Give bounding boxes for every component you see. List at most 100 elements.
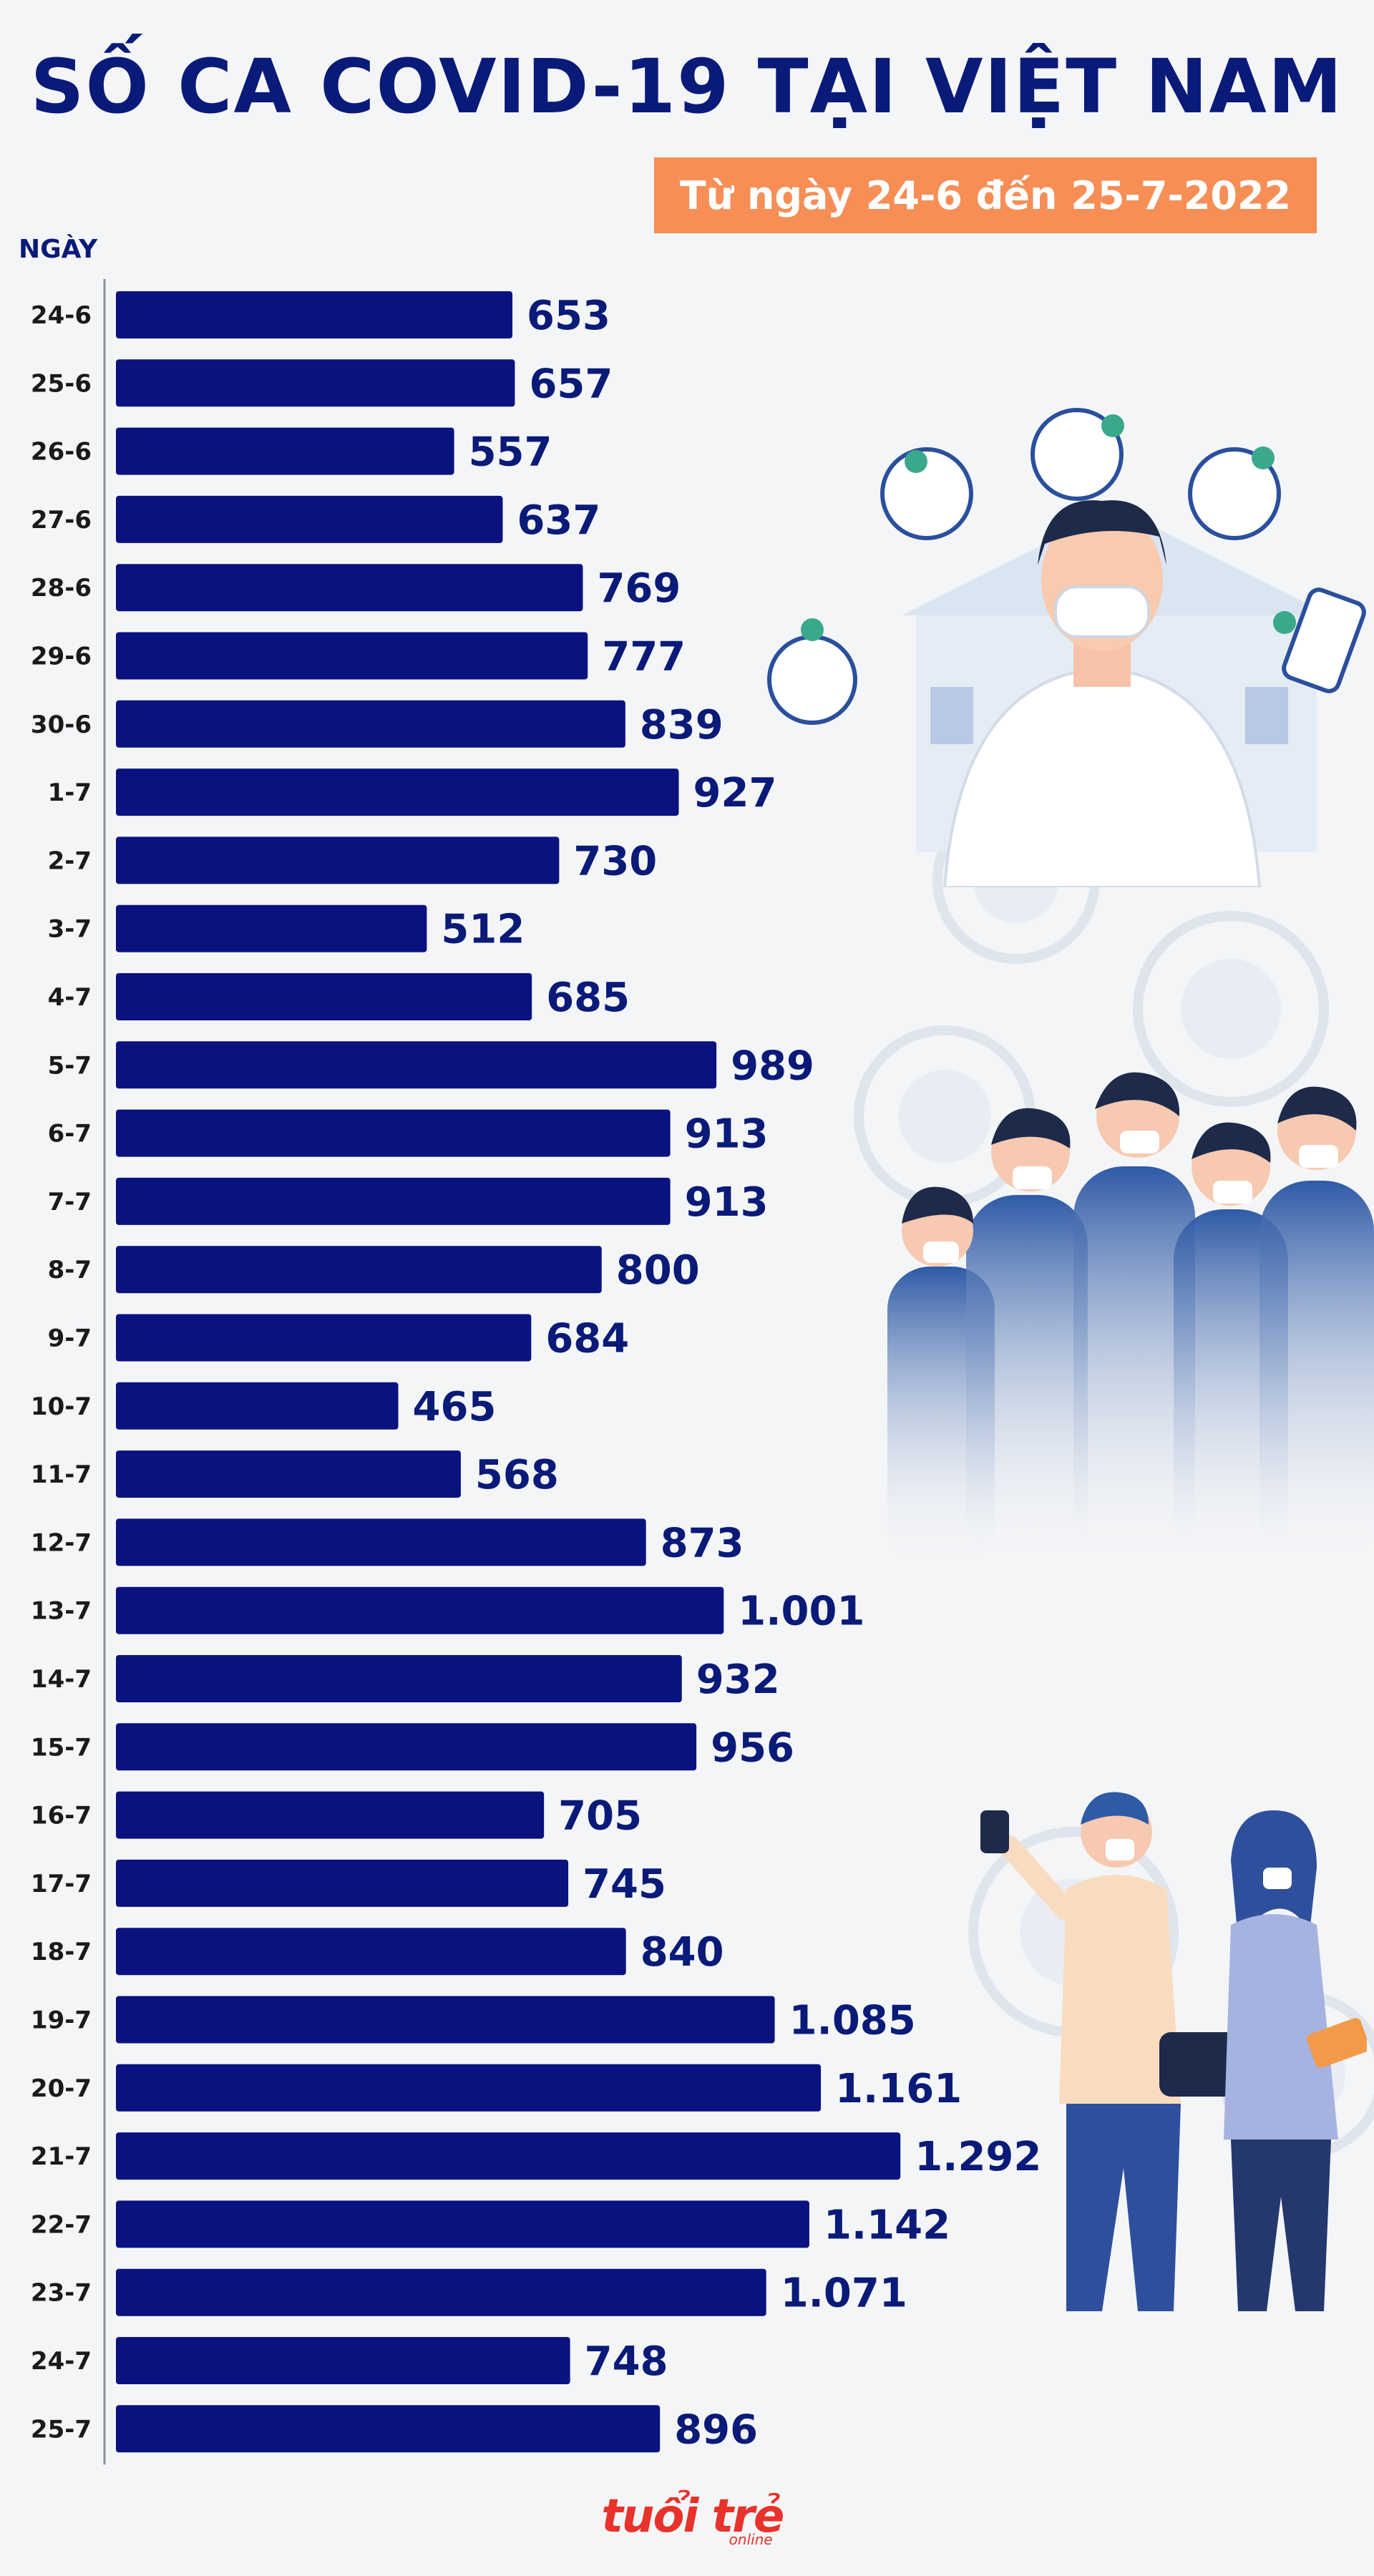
value-label: 932: [696, 1657, 780, 1703]
bar: [116, 1109, 671, 1157]
value-label: 748: [585, 2338, 668, 2385]
category-label: 3-7: [48, 915, 92, 944]
category-label: 27-6: [31, 506, 92, 535]
value-label: 800: [616, 1247, 700, 1294]
bar: [116, 700, 625, 748]
category-label: 25-6: [31, 369, 92, 398]
date-range-subtitle: Từ ngày 24-6 đến 25-7-2022: [654, 157, 1317, 233]
category-label: 4-7: [48, 983, 92, 1012]
value-label: 657: [529, 361, 613, 407]
category-label: 29-6: [31, 643, 92, 671]
category-label: 26-6: [31, 438, 92, 467]
bar: [116, 769, 679, 816]
category-label: 23-7: [31, 2279, 92, 2308]
category-label: 14-7: [31, 1665, 92, 1694]
value-label: 1.142: [824, 2202, 950, 2248]
value-label: 685: [546, 975, 630, 1021]
category-label: 17-7: [31, 1870, 92, 1898]
category-label: 18-7: [31, 1938, 92, 1966]
logo-sub-text: online: [729, 2531, 773, 2548]
doctor-illustration: [767, 408, 1366, 887]
category-label: 11-7: [31, 1460, 92, 1489]
bar: [116, 2064, 822, 2112]
value-label: 840: [640, 1929, 724, 1976]
category-label: 30-6: [31, 711, 92, 739]
value-label: 839: [640, 702, 723, 748]
category-label: 9-7: [48, 1324, 92, 1353]
bar: [116, 2337, 570, 2384]
category-label: 7-7: [48, 1188, 92, 1216]
bar: [116, 1041, 717, 1089]
bar: [116, 1586, 724, 1634]
value-label: 777: [602, 634, 686, 680]
value-label: 769: [597, 565, 681, 612]
y-axis-title: NGÀY: [19, 235, 98, 264]
bar: [116, 836, 560, 884]
category-label: 2-7: [48, 847, 92, 875]
value-label: 1.001: [738, 1589, 864, 1635]
category-label: 15-7: [31, 1733, 92, 1762]
bar: [116, 1518, 646, 1566]
bar: [116, 291, 513, 338]
bar: [116, 564, 583, 612]
crowd-illustration: [887, 1072, 1374, 1567]
value-label: 956: [711, 1724, 794, 1771]
bar: [116, 1246, 602, 1294]
category-label: 8-7: [48, 1256, 92, 1284]
value-label: 637: [517, 497, 600, 544]
bar: [116, 632, 588, 680]
page-title: SỐ CA COVID-19 TẠI VIỆT NAM: [30, 43, 1344, 130]
value-label: 705: [558, 1793, 642, 1840]
bar: [116, 1996, 775, 2044]
value-label: 873: [661, 1520, 744, 1566]
bar: [116, 2132, 901, 2180]
value-label: 989: [731, 1043, 814, 1089]
bar: [116, 2200, 809, 2248]
value-label: 1.161: [835, 2066, 962, 2112]
bar: [116, 1928, 626, 1976]
logo-main-text: tuổi trẻ: [601, 2490, 784, 2543]
category-label: 28-6: [31, 574, 92, 602]
category-label: 16-7: [31, 1802, 92, 1830]
tuoi-tre-logo: tuổi trẻ online: [0, 2490, 1374, 2548]
value-label: 1.292: [915, 2134, 1041, 2180]
category-label: 25-7: [31, 2415, 92, 2444]
value-label: 653: [527, 293, 610, 339]
couple-illustration: [980, 1792, 1367, 2311]
bar: [116, 904, 427, 952]
bar: [116, 1314, 532, 1362]
category-label: 1-7: [48, 779, 92, 807]
bar: [116, 427, 454, 475]
category-label: 10-7: [31, 1392, 92, 1421]
bar: [116, 1450, 461, 1498]
value-label: 745: [583, 1861, 666, 1908]
bar: [116, 359, 515, 407]
bar: [116, 2405, 661, 2453]
value-label: 913: [685, 1179, 769, 1226]
value-label: 684: [545, 1316, 629, 1362]
value-label: 1.071: [781, 2270, 907, 2317]
category-label: 21-7: [31, 2142, 92, 2171]
bar: [116, 1655, 682, 1702]
bar: [116, 2268, 766, 2316]
value-label: 896: [674, 2406, 758, 2453]
category-label: 19-7: [31, 2006, 92, 2035]
bar: [116, 1791, 545, 1839]
value-label: 1.085: [789, 1998, 916, 2044]
category-label: 6-7: [48, 1120, 92, 1148]
category-label: 5-7: [48, 1051, 92, 1080]
value-label: 730: [573, 838, 657, 884]
value-label: 465: [413, 1384, 497, 1430]
bar: [116, 973, 532, 1020]
category-label: 13-7: [31, 1597, 92, 1626]
bar: [116, 1859, 569, 1907]
value-label: 927: [693, 770, 777, 816]
value-label: 512: [441, 907, 525, 953]
value-label: 568: [475, 1452, 559, 1498]
category-label: 24-6: [31, 301, 92, 330]
bar: [116, 1723, 697, 1771]
category-label: 24-7: [31, 2347, 92, 2376]
value-label: 557: [469, 429, 552, 476]
category-label: 20-7: [31, 2074, 92, 2103]
